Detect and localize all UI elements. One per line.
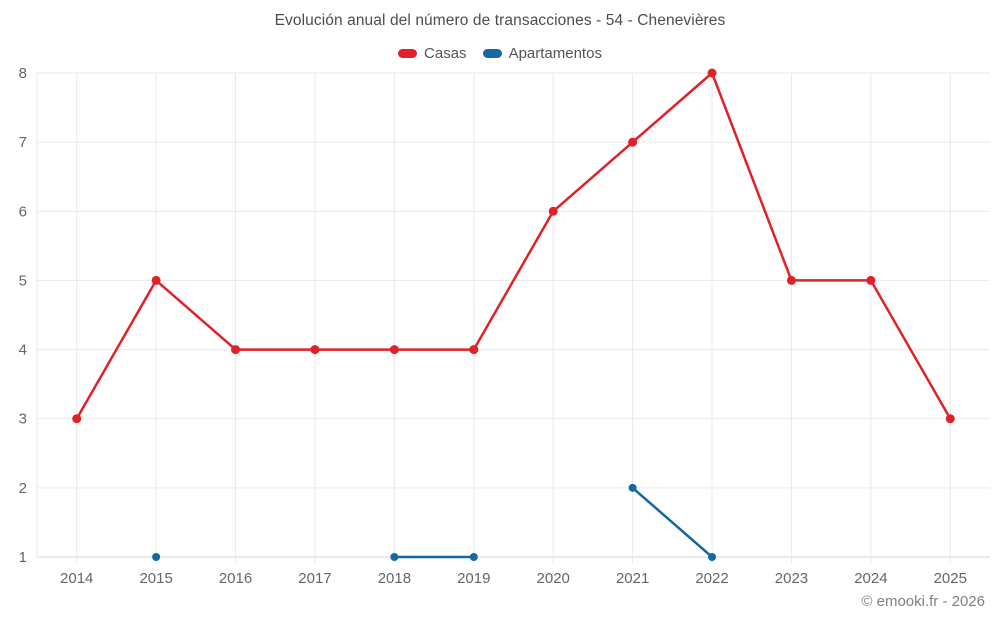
legend-item-label: Casas (424, 45, 467, 62)
legend: Casas Apartamentos (0, 45, 1000, 62)
legend-item-apartamentos[interactable]: Apartamentos (482, 45, 602, 62)
x-axis-tick-label: 2015 (139, 570, 172, 587)
x-axis-tick-label: 2022 (695, 570, 728, 587)
casas-point-2014 (72, 414, 82, 424)
x-axis-tick-label: 2016 (219, 570, 252, 587)
x-axis-tick-label: 2023 (775, 570, 808, 587)
casas-point-2020 (548, 206, 558, 216)
casas-point-2024 (866, 275, 876, 285)
apartamentos-line-series (631, 486, 714, 559)
casas-point-2018 (389, 345, 399, 355)
apartamentos-point-2019 (469, 553, 478, 561)
x-axis-tick-label: 2024 (854, 570, 887, 587)
casas-line-series (75, 71, 952, 420)
legend-item-casas[interactable]: Casas (398, 45, 467, 62)
apartamentos-point-2021 (628, 483, 637, 492)
x-axis-tick-label: 2018 (378, 570, 411, 587)
casas-point-2021 (628, 137, 638, 147)
casas-point-2016 (231, 345, 241, 355)
watermark-credit: © emooki.fr - 2026 (861, 593, 985, 610)
y-axis-tick-label: 6 (19, 203, 27, 220)
legend-item-label: Apartamentos (508, 45, 602, 62)
casas-point-2019 (469, 345, 479, 355)
x-axis-tick-label: 2014 (60, 570, 93, 587)
casas-point-2025 (945, 414, 955, 424)
y-axis-tick-label: 5 (19, 272, 27, 289)
casas-point-2023 (786, 275, 796, 285)
y-axis-tick-label: 2 (19, 480, 27, 497)
x-axis-tick-label: 2025 (934, 570, 967, 587)
apartamentos-point-2015 (152, 553, 161, 561)
x-axis-tick-label: 2019 (457, 570, 490, 587)
x-axis-tick-label: 2020 (537, 570, 570, 587)
casas-point-2015 (151, 275, 161, 285)
chart-title: Evolución anual del número de transaccio… (274, 12, 726, 29)
apartamentos-legend-marker-icon (482, 49, 502, 58)
x-axis-tick-label: 2021 (616, 570, 649, 587)
y-axis-tick-label: 7 (19, 134, 27, 151)
y-axis-tick-label: 8 (19, 65, 27, 82)
x-axis-tick-label: 2017 (298, 570, 331, 587)
y-axis-tick-label: 3 (19, 411, 27, 428)
apartamentos-point-2018 (390, 553, 399, 561)
casas-legend-marker-icon (398, 49, 418, 58)
casas-point-2017 (310, 345, 320, 355)
apartamentos-point-2022 (708, 553, 717, 561)
casas-point-2022 (707, 68, 717, 78)
y-axis-tick-label: 1 (19, 549, 27, 566)
y-axis-tick-label: 4 (19, 342, 27, 359)
